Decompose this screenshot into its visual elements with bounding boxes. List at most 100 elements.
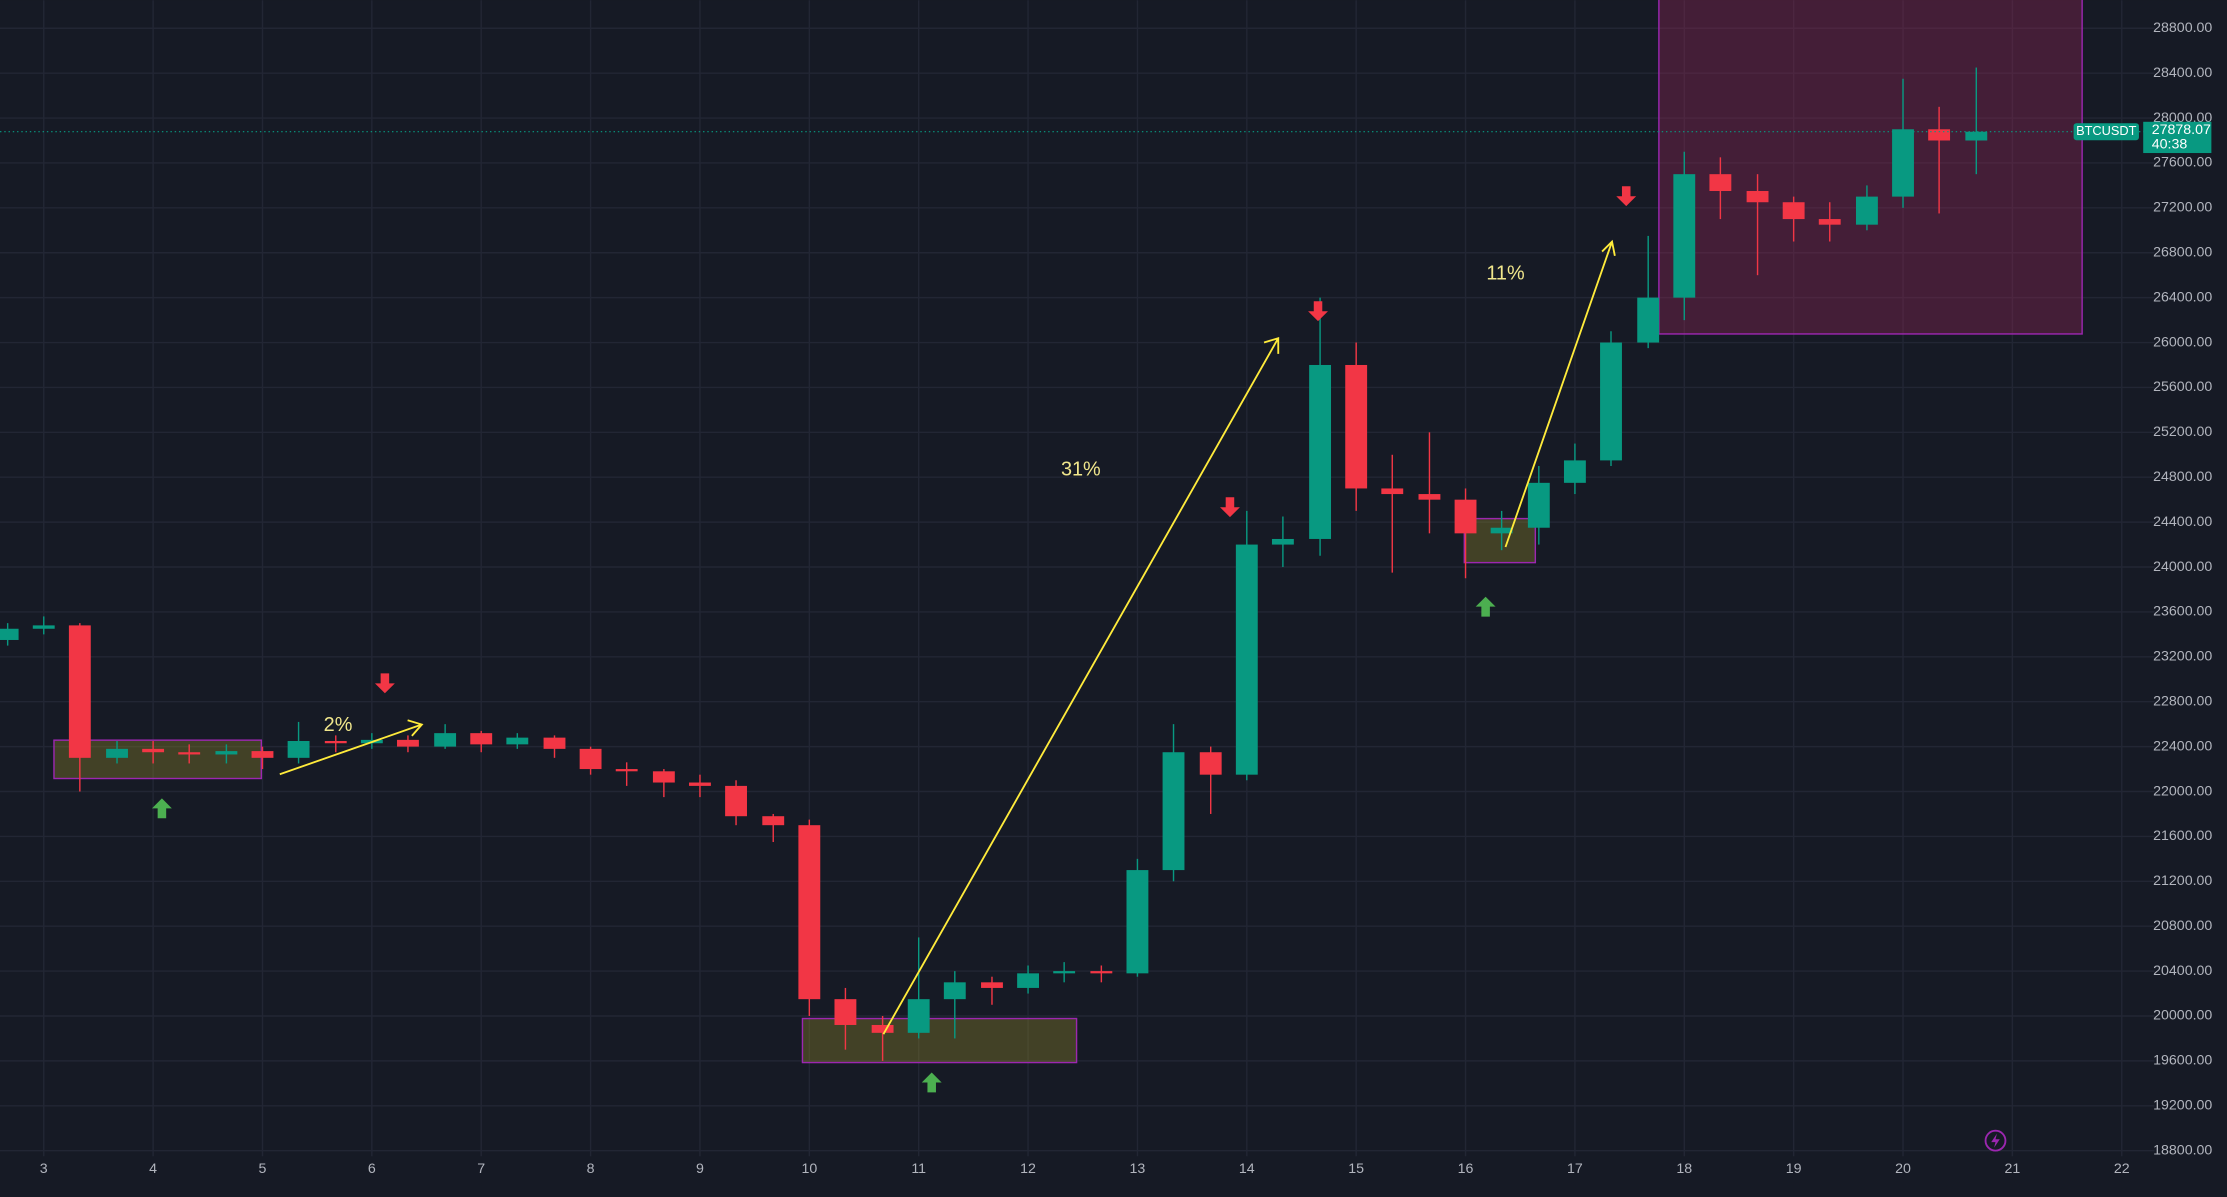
x-tick-label: 15: [1348, 1161, 1364, 1177]
x-tick-label: 21: [2004, 1161, 2020, 1177]
candle-body: [1418, 494, 1441, 500]
axis: 18800.00 19200.00 19600.00 20000.00 20400.00…: [0, 20, 2212, 1177]
y-tick-label: 26400.00: [2153, 289, 2212, 305]
alert-icon[interactable]: [1984, 1129, 2007, 1152]
y-tick-label: 21200.00: [2153, 873, 2212, 889]
x-tick-label: 9: [696, 1161, 704, 1177]
candle-body: [1490, 527, 1513, 534]
annotation: 11%: [1486, 263, 1524, 285]
x-tick-label: 19: [1786, 1161, 1802, 1177]
price-label: 27878.07: [2152, 122, 2211, 138]
y-tick-label: 26800.00: [2153, 244, 2212, 260]
candle-body: [615, 769, 638, 772]
candle-body: [142, 748, 165, 753]
candle-body: [1126, 870, 1149, 974]
y-tick-label: 27200.00: [2153, 200, 2212, 216]
candles: [0, 67, 1988, 1061]
candle-body: [215, 751, 238, 755]
annotation: 31%: [1061, 459, 1101, 481]
zone: [801, 1017, 1078, 1064]
y-tick-label: 18800.00: [2153, 1142, 2212, 1158]
trend-arrow: [882, 336, 1280, 1035]
candle-body: [907, 999, 930, 1033]
symbol-tag: [2073, 123, 2139, 141]
candle-body: [1162, 752, 1185, 871]
candle-body: [798, 825, 821, 1000]
candle-body: [1637, 297, 1660, 343]
candle-body: [506, 737, 529, 745]
y-tick-label: 24000.00: [2153, 559, 2212, 575]
candle-body: [397, 739, 419, 747]
candle-body: [1345, 364, 1368, 489]
trend-arrow: [279, 719, 424, 776]
y-tick-label: 23200.00: [2153, 649, 2212, 665]
x-tick-label: 18: [1676, 1161, 1692, 1177]
y-tick-label: 23600.00: [2153, 604, 2212, 620]
symbol-label: BTCUSDT: [2076, 123, 2136, 138]
down-arrow: [374, 673, 395, 694]
candle-body: [324, 740, 347, 744]
candle-body: [1563, 460, 1586, 483]
candle-body: [1381, 488, 1404, 495]
y-tick-label: 22000.00: [2153, 783, 2212, 799]
candle-body: [287, 740, 310, 758]
candle-body: [1199, 752, 1222, 775]
price-tag: [2143, 121, 2212, 154]
x-tick-label: 13: [1130, 1161, 1146, 1177]
y-tick-label: 19200.00: [2153, 1098, 2212, 1114]
candle-body: [68, 625, 91, 758]
y-tick-label: 22800.00: [2153, 693, 2212, 709]
x-tick-label: 10: [801, 1161, 817, 1177]
x-tick-label: 20: [1895, 1161, 1911, 1177]
x-tick-label: 4: [149, 1161, 157, 1177]
candle-body: [834, 999, 857, 1025]
y-tick-label: 20400.00: [2153, 963, 2212, 979]
candle-body: [652, 771, 675, 783]
candle-body: [1090, 971, 1113, 974]
candle-body: [1928, 129, 1951, 141]
y-tick-label: 28400.00: [2153, 65, 2212, 81]
alert-icon-bolt: [1991, 1133, 2000, 1148]
candle-body: [106, 748, 128, 758]
candle-body: [434, 733, 457, 747]
candle-body: [1600, 342, 1622, 461]
candle-body: [871, 1024, 894, 1033]
candle-body: [1782, 202, 1805, 220]
x-tick-label: 3: [40, 1161, 48, 1177]
candle-body: [470, 733, 493, 745]
y-tick-label: 25600.00: [2153, 379, 2212, 395]
candle-body: [1017, 973, 1040, 988]
candle-body: [981, 982, 1003, 988]
candle-body: [1235, 544, 1258, 775]
x-tick-label: 7: [477, 1161, 485, 1177]
candle-body: [1746, 191, 1769, 203]
y-tick-label: 24800.00: [2153, 469, 2212, 485]
down-arrow: [1616, 186, 1637, 207]
candle-body: [0, 628, 19, 640]
candle-body: [1053, 971, 1076, 974]
candle-body: [579, 748, 602, 770]
candle-body: [1527, 482, 1550, 528]
x-tick-label: 14: [1239, 1161, 1255, 1177]
x-tick-label: 22: [2114, 1161, 2130, 1177]
x-tick-label: 6: [368, 1161, 376, 1177]
x-tick-label: 12: [1020, 1161, 1036, 1177]
y-tick-label: 24400.00: [2153, 514, 2212, 530]
countdown-label: 40:38: [2152, 136, 2188, 152]
candle-body: [1271, 538, 1294, 545]
x-tick-label: 16: [1458, 1161, 1474, 1177]
candle-body: [1709, 174, 1732, 192]
up-arrow: [921, 1072, 942, 1093]
candle-body: [689, 782, 711, 786]
candle-body: [1454, 499, 1477, 534]
y-tick-label: 22400.00: [2153, 738, 2212, 754]
candle-body: [943, 982, 966, 1000]
candle-body: [1965, 131, 1988, 141]
y-tick-label: 28800.00: [2153, 20, 2212, 36]
candle-body: [178, 752, 201, 755]
trend-arrow: [1504, 239, 1616, 548]
candle-body: [251, 751, 274, 758]
y-tick-label: 26000.00: [2153, 334, 2212, 350]
candle-body: [32, 625, 55, 629]
